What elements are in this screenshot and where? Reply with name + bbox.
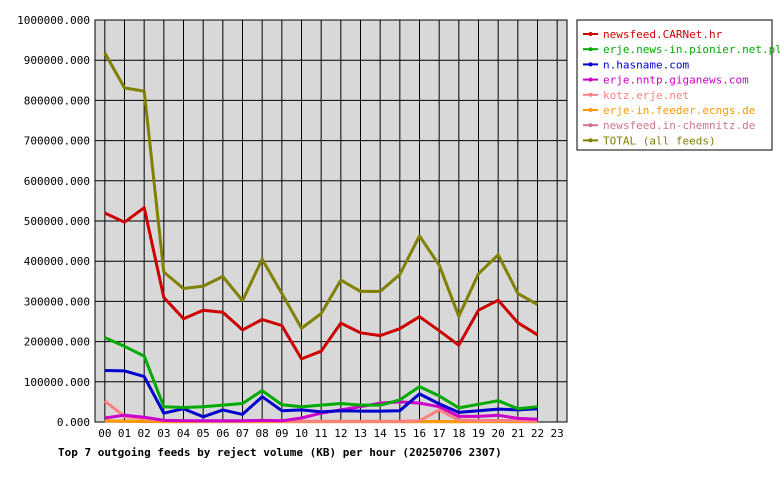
y-tick-label: 0.000: [57, 416, 90, 429]
x-tick-label: 16: [413, 427, 426, 440]
legend-entry: kotz.erje.net: [603, 89, 689, 102]
x-tick-label: 02: [138, 427, 151, 440]
x-tick-label: 04: [177, 427, 191, 440]
x-axis-ticks: 00 01 02 03 04 05 06 07 08 09 10 11 12 13 14 15 16 17 18 19…: [98, 427, 564, 440]
x-tick-label: 19: [472, 427, 485, 440]
x-tick-label: 22: [531, 427, 544, 440]
legend-marker: [588, 32, 593, 36]
y-tick-label: 500000.000: [24, 215, 90, 228]
legend-marker: [588, 92, 593, 97]
x-tick-label: 09: [275, 427, 288, 440]
x-tick-label: 12: [334, 427, 347, 440]
x-tick-label: 23: [551, 427, 564, 440]
legend-box: [576, 19, 773, 151]
legend-marker: [588, 108, 593, 112]
legend-marker: [588, 62, 593, 67]
legend-entry: erje.news-in.pionier.net.pl: [603, 43, 780, 56]
x-tick-label: 13: [354, 427, 367, 440]
y-tick-label: 600000.000: [24, 175, 90, 188]
series-lines: [103, 52, 539, 424]
legend-marker: [588, 77, 593, 82]
x-tick-label: 01: [118, 427, 131, 440]
legend-entry: newsfeed.CARNet.hr: [603, 28, 723, 41]
legend: newsfeed.CARNet.hr erje.news-in.pionier.n…: [576, 19, 780, 151]
legend-marker: [588, 138, 593, 143]
y-tick-label: 100000.000: [24, 376, 90, 389]
x-tick-label: 07: [236, 427, 249, 440]
x-tick-label: 15: [393, 427, 406, 440]
y-axis-ticks: 0.000 100000.000 200000.000 300000.000 40000…: [17, 14, 90, 429]
legend-entry: TOTAL (all feeds): [603, 134, 716, 147]
legend-entry: erje.nntp.giganews.com: [603, 74, 749, 87]
x-tick-label: 08: [256, 427, 269, 440]
x-tick-label: 17: [433, 427, 446, 440]
y-tick-label: 800000.000: [24, 94, 90, 107]
series-line: [104, 206, 539, 361]
chart-title: Top 7 outgoing feeds by reject volume (K…: [58, 446, 502, 459]
x-tick-label: 06: [216, 427, 229, 440]
legend-entry: newsfeed.in-chemnitz.de: [603, 119, 755, 132]
series-line: [104, 369, 538, 419]
x-tick-label: 10: [295, 427, 308, 440]
legend-marker: [588, 123, 593, 128]
legend-marker: [588, 47, 593, 52]
x-tick-label: 14: [374, 427, 388, 440]
x-tick-label: 03: [157, 427, 170, 440]
legend-entry: erje-in.feeder.ecngs.de: [603, 104, 755, 117]
y-tick-label: 900000.000: [24, 54, 90, 67]
legend-entry: n.hasname.com: [603, 58, 689, 71]
y-tick-label: 200000.000: [24, 336, 90, 349]
x-tick-label: 21: [511, 427, 524, 440]
y-tick-label: 400000.000: [24, 255, 90, 268]
x-tick-label: 20: [492, 427, 505, 440]
series-line: [103, 52, 539, 330]
y-tick-label: 700000.000: [24, 135, 90, 148]
x-tick-label: 05: [197, 427, 210, 440]
x-tick-label: 18: [452, 427, 465, 440]
y-tick-label: 300000.000: [24, 295, 90, 308]
series-line: [104, 336, 538, 411]
y-tick-label: 1000000.000: [17, 14, 90, 27]
x-tick-label: 11: [315, 427, 328, 440]
x-tick-label: 00: [98, 427, 111, 440]
